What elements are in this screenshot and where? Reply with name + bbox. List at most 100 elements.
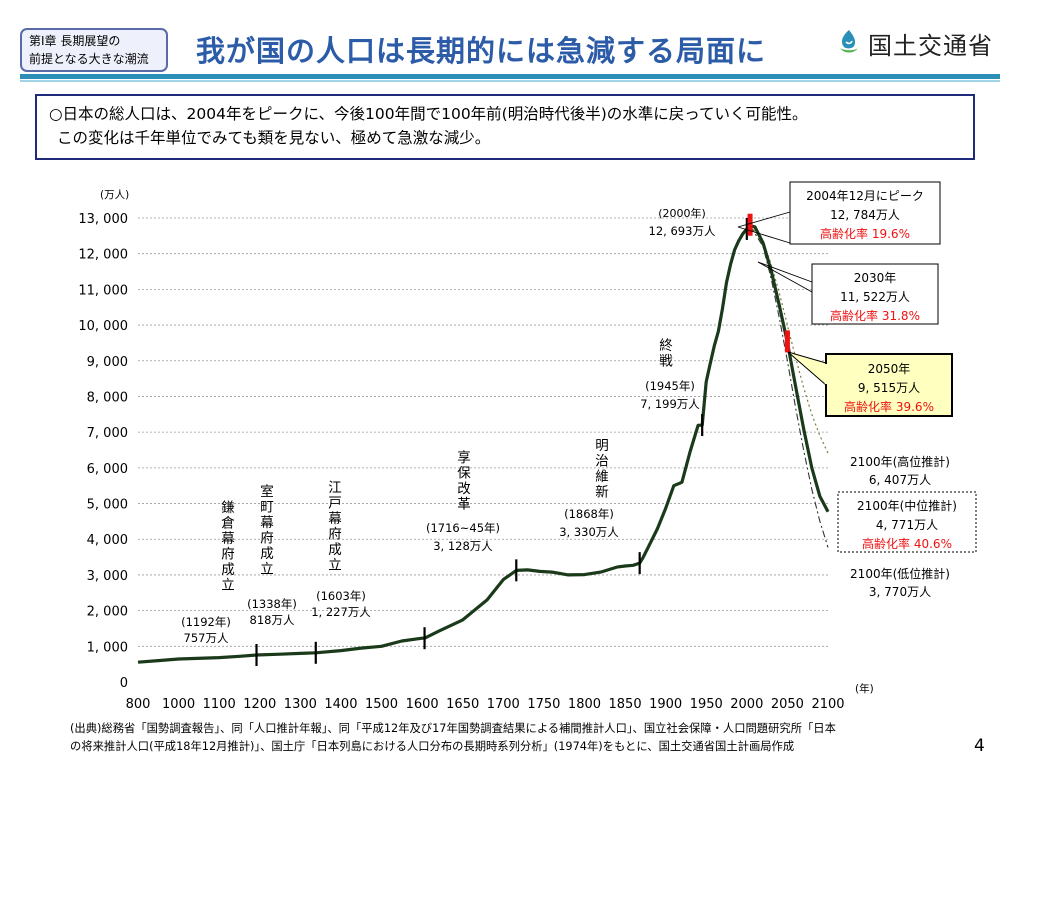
vertical-label-char: 府 [260, 531, 274, 547]
x-tick-label: 1000 [162, 697, 195, 712]
y-tick-label: 5, 000 [87, 498, 128, 513]
vertical-label-char: 幕 [260, 515, 274, 531]
label-kamakura-value: 757万人 [184, 631, 229, 645]
mlit-logo: 国土交通省 [836, 26, 993, 60]
vertical-label-char: 改 [457, 481, 471, 497]
x-axis-unit: (年) [855, 682, 874, 695]
y-tick-label: 2, 000 [87, 605, 128, 620]
y-tick-label: 9, 000 [87, 355, 128, 370]
y-tick-label: 1, 000 [87, 640, 128, 655]
callout-mid-line2: 4, 771万人 [876, 518, 938, 532]
vertical-label-char: 維 [595, 469, 609, 485]
label-edo-year: (1603年) [316, 589, 366, 603]
callout-2050-line3: 高齢化率 39.6% [844, 399, 934, 414]
label-2000-year: (2000年) [658, 206, 706, 220]
label-meiji-value: 3, 330万人 [559, 525, 619, 539]
callout-peak-line1: 2004年12月にピーク [806, 189, 924, 203]
vertical-label-char: 幕 [221, 531, 235, 547]
vertical-label-char: 新 [595, 485, 609, 501]
y-tick-label: 12, 000 [78, 248, 128, 263]
label-muromachi-vertical: 室町幕府成立 [260, 483, 274, 578]
label-kyoho-value: 3, 128万人 [433, 539, 493, 553]
y-tick-label: 13, 000 [78, 212, 128, 227]
vertical-label-char: 室 [260, 483, 274, 500]
x-tick-label: 1300 [284, 697, 317, 712]
vertical-label-char: 立 [260, 562, 274, 578]
y-tick-label: 4, 000 [87, 533, 128, 548]
x-tick-label: 1600 [406, 697, 439, 712]
label-muromachi-year: (1338年) [247, 597, 297, 611]
summary-line-1: ○日本の総人口は、2004年をピークに、今後100年間で100年前(明治時代後半… [49, 105, 808, 123]
vertical-label-char: 享 [457, 449, 471, 466]
vertical-label-char: 江 [328, 480, 342, 496]
label-low-projection: 2100年(低位推計) 3, 770万人 [850, 566, 950, 599]
series-line-low [749, 225, 829, 548]
callout-2030-line1: 2030年 [854, 271, 897, 285]
label-kamakura-vertical: 鎌倉幕府成立 [221, 500, 235, 594]
y-tick-label: 8, 000 [87, 390, 128, 405]
marker-layer [255, 213, 790, 666]
vertical-label-char: 成 [260, 546, 274, 562]
x-tick-label: 2100 [811, 697, 844, 712]
x-tick-label: 1400 [324, 697, 357, 712]
axis-layer: (万人) (年) 0 1, 000 2, 000 3, 000 4, 000 5, 000… [78, 189, 873, 712]
callout-2030-line2: 11, 522万人 [840, 290, 910, 304]
vertical-label-char: 戦 [659, 354, 673, 370]
callout-mid-line1: 2100年(中位推計) [857, 498, 957, 513]
label-2000-value: 12, 693万人 [649, 224, 716, 238]
event-shusen: 終戦 (1945年) 7, 199万人 [640, 338, 700, 411]
y-tick-label: 6, 000 [87, 462, 128, 477]
callout-mid-line3: 高齢化率 40.6% [862, 536, 952, 551]
series-line-high [749, 225, 829, 454]
label-muromachi-value: 818万人 [250, 613, 295, 627]
series-line-main [137, 224, 830, 664]
vertical-label-char: 幕 [328, 511, 342, 527]
x-tick-label: 1800 [568, 697, 601, 712]
logo-text: 国土交通省 [868, 31, 993, 60]
source-line-1: (出典)総務省「国勢調査報告」、同「人口推計年報」、同「平成12年及び17年国勢… [70, 722, 836, 735]
callout-2050-line1: 2050年 [868, 362, 911, 376]
callout-2050-line2: 9, 515万人 [858, 381, 920, 395]
vertical-label-char: 府 [328, 527, 342, 543]
y-tick-label: 7, 000 [87, 426, 128, 441]
label-meiji-vertical: 明治維新 [595, 438, 609, 501]
series-layer [137, 224, 830, 664]
vertical-label-char: 鎌 [221, 500, 235, 516]
event-kamakura: 鎌倉幕府成立 (1192年) 757万人 [181, 500, 235, 645]
vertical-label-char: 終 [659, 338, 673, 354]
label-low-line2: 3, 770万人 [869, 585, 931, 599]
y-tick-label: 10, 000 [78, 319, 128, 334]
grid-layer [138, 217, 828, 647]
summary-line-2: この変化は千年単位でみても類を見ない、極めて急激な減少。 [57, 129, 491, 147]
y-tick-label: 0 [120, 676, 128, 691]
y-axis-unit: (万人) [100, 189, 129, 201]
vertical-label-char: 府 [221, 547, 235, 563]
label-high-line1: 2100年(高位推計) [850, 454, 950, 469]
x-tick-label: 1100 [203, 697, 236, 712]
label-edo-vertical: 江戸幕府成立 [328, 480, 342, 574]
vertical-label-char: 立 [221, 578, 235, 594]
vertical-label-char: 戸 [328, 496, 342, 512]
label-kamakura-year: (1192年) [181, 615, 231, 629]
label-meiji-year: (1868年) [564, 507, 614, 521]
label-kyoho-vertical: 享保改革 [457, 449, 471, 513]
header-rule-light [20, 80, 1000, 82]
page-title: 我が国の人口は長期的には急減する局面に [196, 34, 767, 68]
header-rule [20, 74, 1000, 79]
vertical-label-char: 保 [457, 466, 471, 482]
event-muromachi: 室町幕府成立 (1338年) 818万人 [247, 483, 297, 627]
vertical-label-char: 町 [260, 500, 274, 516]
x-tick-label: 1700 [487, 697, 520, 712]
population-chart: (万人) (年) 0 1, 000 2, 000 3, 000 4, 000 5, 000… [78, 181, 977, 712]
x-tick-label: 1650 [446, 697, 479, 712]
callout-peak-line2: 12, 784万人 [830, 208, 900, 222]
source-line-2: の将来推計人口(平成18年12月推計)」、国土庁「日本列島における人口分布の長期… [70, 740, 795, 753]
x-tick-label: 1750 [527, 697, 560, 712]
vertical-label-char: 明 [595, 438, 609, 454]
x-tick-label: 1950 [690, 697, 723, 712]
red-marker [784, 330, 790, 353]
callout-mid-projection: 2100年(中位推計) 4, 771万人 高齢化率 40.6% [837, 491, 977, 553]
label-shusen-year: (1945年) [645, 379, 695, 393]
x-tick-label: 1500 [365, 697, 398, 712]
chapter-line-1: 第Ⅰ章 長期展望の [29, 34, 121, 48]
